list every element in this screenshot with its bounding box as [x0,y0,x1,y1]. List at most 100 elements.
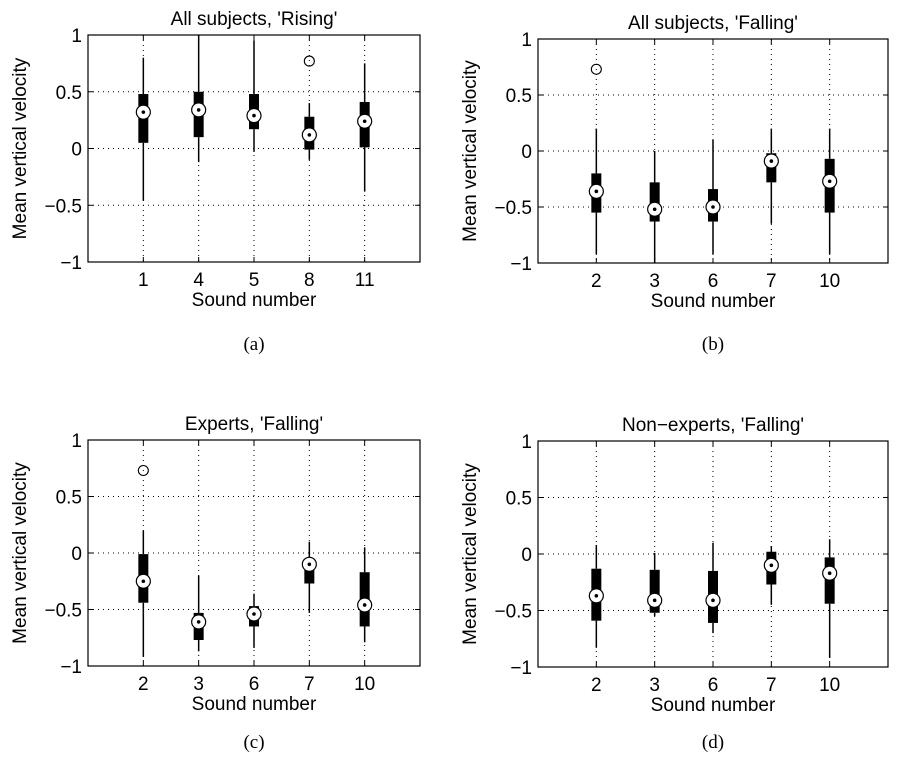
y-tick-label: 1 [521,30,532,51]
outlier-point [590,63,602,75]
x-tick-label: 3 [649,675,660,696]
median-dot [141,579,146,584]
x-tick-label: 5 [249,270,260,291]
y-tick-label: 0 [71,544,82,565]
median-dot [594,594,599,598]
box-2 [588,63,604,255]
x-tick-label: 2 [591,271,602,292]
x-tick-label: 7 [766,271,777,292]
x-axis-label: Sound number [651,291,776,312]
chart-title: All subjects, 'Rising' [171,9,338,30]
box-iqr [649,569,660,613]
x-tick-label: 8 [304,270,315,291]
x-tick-label: 11 [355,270,375,291]
median-dot [362,119,367,124]
x-axis-label: Sound number [192,694,317,715]
box-11 [357,63,373,192]
box-8 [301,55,317,160]
y-tick-label: −0.5 [44,601,82,622]
chart-title: Experts, 'Falling' [185,414,323,435]
y-tick-label: 1 [71,431,82,452]
y-tick-label: 0 [71,140,82,161]
y-axis-label: Mean vertical velocity [460,60,481,242]
y-tick-label: 1 [521,432,532,453]
y-tick-label: −1 [60,253,82,274]
median-dot [307,562,312,567]
median-dot [827,179,832,184]
x-tick-label: 4 [193,270,204,291]
median-dot [141,110,146,114]
y-tick-label: −0.5 [44,196,82,217]
y-tick-label: 0.5 [56,83,82,104]
median-dot [711,598,715,603]
panel-caption: (b) [702,334,724,355]
panel-caption: (c) [243,732,264,753]
x-tick-label: 7 [766,675,777,696]
x-tick-label: 10 [819,675,840,696]
y-tick-label: −1 [60,657,82,678]
x-tick-label: 6 [708,271,719,292]
box-7 [763,546,779,605]
median-dot [307,133,312,137]
chart-panel-3: −1 −0.5 0 0.5 1 2 3 6 7 10 Experts, 'Falling' Sound… [10,414,421,753]
median-dot [827,571,832,576]
box-5 [246,40,262,152]
box-7 [763,128,779,224]
box-2 [135,464,151,657]
x-tick-label: 3 [193,674,204,695]
panel-caption: (a) [243,334,264,355]
box-3 [191,575,207,652]
x-tick-label: 1 [138,270,149,291]
box-10 [822,539,838,658]
box-6 [246,593,262,648]
y-tick-label: 0.5 [56,488,82,509]
y-tick-label: 0.5 [506,86,532,107]
y-tick-label: 0.5 [506,489,532,510]
x-tick-label: 7 [304,674,315,695]
box-2 [588,544,604,648]
y-axis-label: Mean vertical velocity [10,462,31,644]
x-tick-label: 3 [649,271,660,292]
x-axis-label: Sound number [192,290,317,311]
y-tick-label: −0.5 [494,198,532,219]
x-tick-label: 6 [249,674,260,695]
median-dot [252,113,256,118]
median-dot [362,603,367,607]
box-1 [135,57,151,201]
y-tick-label: −0.5 [494,602,532,623]
median-dot [594,189,599,194]
y-axis-label: Mean vertical velocity [460,463,481,645]
median-dot [769,563,774,568]
x-axis-label: Sound number [651,695,776,716]
median-dot [769,159,774,163]
x-tick-label: 10 [354,674,375,695]
median-dot [196,620,201,624]
x-tick-label: 10 [819,271,840,292]
y-axis-label: Mean vertical velocity [10,57,31,239]
y-tick-label: 0 [521,142,532,163]
panel-caption: (d) [702,732,724,753]
box-7 [301,541,317,613]
x-tick-label: 2 [138,674,149,695]
median-dot [652,598,657,603]
chart-panel-4: −1 −0.5 0 0.5 1 2 3 6 7 10 Non−experts, 'Falling' S… [460,415,889,753]
x-tick-label: 2 [591,675,602,696]
box-10 [822,128,838,255]
median-dot [196,108,201,112]
y-tick-label: 0 [521,545,532,566]
median-dot [711,205,715,209]
box-3 [647,552,663,617]
chart-title: Non−experts, 'Falling' [622,415,804,436]
box-4 [191,35,207,163]
box-3 [647,151,663,263]
y-tick-label: −1 [510,658,532,679]
box-6 [705,542,721,634]
box-6 [705,139,721,255]
outlier-point [137,464,149,477]
y-tick-label: −1 [510,254,532,275]
median-dot [652,207,657,212]
y-tick-label: 1 [71,26,82,47]
chart-panel-2: −1 −0.5 0 0.5 1 2 3 6 7 10 All subjects, 'Falling'… [460,13,889,355]
